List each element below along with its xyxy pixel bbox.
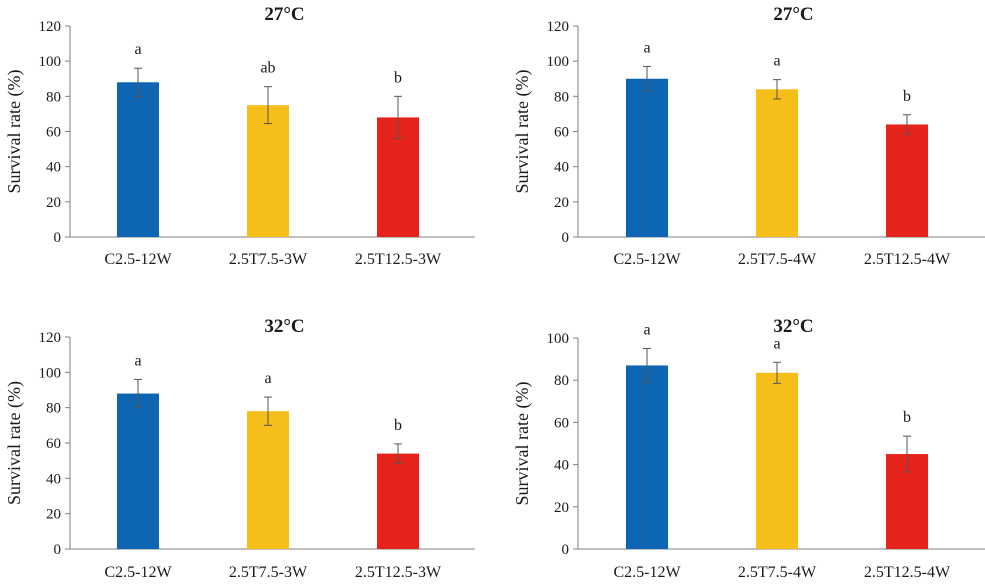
y-tick-label: 120 [547, 19, 570, 35]
bar-1 [117, 82, 159, 238]
bar-3 [377, 453, 419, 549]
bar-3 [886, 124, 928, 237]
bar-1 [117, 393, 159, 549]
significance-label: b [394, 69, 402, 86]
y-tick-label: 100 [39, 365, 62, 381]
y-tick-label: 60 [554, 125, 569, 141]
chart-title: 32°C [773, 316, 813, 337]
y-tick-label: 80 [554, 89, 569, 105]
y-tick-label: 60 [46, 125, 61, 141]
y-tick-label: 40 [554, 458, 569, 474]
chart-panel-3: 32°C Survival rate (%) 0 20 40 60 80 100 120 a C2.… [4, 316, 475, 581]
x-category-label: 2.5T7.5-4W [738, 564, 817, 581]
y-tick-label: 40 [46, 471, 61, 487]
x-category-label: 2.5T12.5-4W [864, 251, 951, 268]
y-tick-label: 80 [46, 401, 61, 417]
significance-label: a [643, 39, 650, 56]
y-tick-label: 120 [39, 19, 62, 35]
y-axis-label: Survival rate (%) [512, 382, 533, 506]
significance-label: b [903, 88, 911, 105]
y-tick-label: 20 [554, 500, 569, 516]
bar-2 [247, 105, 289, 237]
x-category-label: 2.5T7.5-3W [229, 564, 308, 581]
significance-label: a [264, 370, 271, 387]
y-tick-label: 0 [562, 230, 570, 246]
chart-panel-1: 27°C Survival rate (%) 0 20 40 60 80 100 120 a C2.… [4, 4, 475, 268]
y-tick-label: 0 [54, 542, 62, 558]
y-axis-label: Survival rate (%) [512, 70, 533, 194]
chart-panel-2: 27°C Survival rate (%) 0 20 40 60 80 100 120 a C2.… [512, 4, 985, 268]
y-tick-label: 20 [46, 507, 61, 523]
x-category-label: 2.5T7.5-4W [738, 251, 817, 268]
y-tick-label: 0 [562, 542, 570, 558]
bar-1 [626, 78, 668, 237]
y-axis-label: Survival rate (%) [4, 381, 25, 505]
x-category-label: C2.5-12W [613, 251, 681, 268]
x-category-label: 2.5T12.5-3W [355, 251, 442, 268]
y-tick-label: 60 [46, 436, 61, 452]
bar-2 [247, 411, 289, 549]
chart-panel-4: 32°C Survival rate (%) 0 20 40 60 80 100 a C2.5-1… [512, 316, 985, 581]
significance-label: a [134, 41, 141, 58]
significance-label: a [643, 322, 650, 339]
significance-label: b [394, 417, 402, 434]
significance-label: b [903, 409, 911, 426]
y-tick-label: 120 [39, 330, 62, 346]
y-tick-label: 40 [554, 160, 569, 176]
y-tick-label: 80 [46, 89, 61, 105]
y-axis-label: Survival rate (%) [4, 70, 25, 194]
y-tick-label: 80 [554, 373, 569, 389]
significance-label: a [134, 352, 141, 369]
bar-1 [626, 365, 668, 549]
x-category-label: C2.5-12W [104, 251, 172, 268]
chart-title: 27°C [264, 4, 304, 25]
bar-2 [756, 89, 798, 237]
y-tick-label: 0 [54, 230, 62, 246]
x-category-label: 2.5T12.5-4W [864, 564, 951, 581]
x-category-label: C2.5-12W [104, 564, 172, 581]
x-category-label: C2.5-12W [613, 564, 681, 581]
bar-2 [756, 372, 798, 549]
y-tick-label: 20 [554, 195, 569, 211]
x-category-label: 2.5T7.5-3W [229, 251, 308, 268]
significance-label: a [773, 53, 780, 70]
y-tick-label: 100 [547, 331, 570, 347]
significance-label: a [773, 335, 780, 352]
y-tick-label: 100 [39, 54, 62, 70]
y-tick-label: 20 [46, 195, 61, 211]
y-tick-label: 40 [46, 160, 61, 176]
x-category-label: 2.5T12.5-3W [355, 564, 442, 581]
chart-title: 27°C [773, 4, 813, 25]
chart-title: 32°C [264, 316, 304, 337]
y-tick-label: 100 [547, 54, 570, 70]
y-tick-label: 60 [554, 415, 569, 431]
significance-label: ab [260, 60, 275, 77]
